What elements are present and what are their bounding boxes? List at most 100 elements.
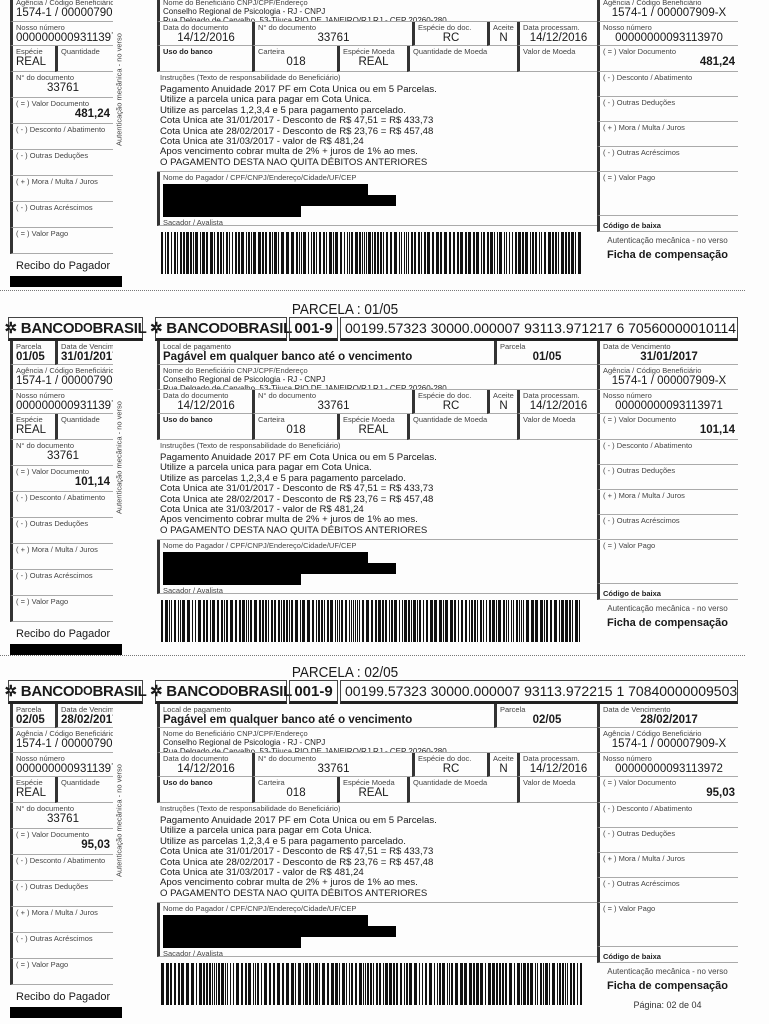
receipt-valor-documento-label: ( = ) Valor Documento xyxy=(16,99,90,108)
barcode-bar xyxy=(167,232,169,274)
instrucao-line: Cota Unica ate 31/01/2017 - Desconto de … xyxy=(160,115,434,127)
barcode-bar xyxy=(373,963,374,1005)
receipt-parcela-label: Parcela xyxy=(16,705,42,714)
barcode-bar xyxy=(512,232,513,274)
barcode-bar xyxy=(186,232,189,274)
data-documento: Data do documento 14/12/2016 xyxy=(157,753,252,777)
uso-banco-label: Uso do banco xyxy=(163,415,213,424)
receipt-parcela-value: 01/05 xyxy=(16,351,45,363)
receipt-parcela: Parcela 02/05 xyxy=(10,704,55,728)
barcode-bar xyxy=(349,963,350,1005)
barcode-bar xyxy=(545,963,548,1005)
barcode-bar xyxy=(561,232,564,274)
main-row: Local de pagamento Pagável em qualquer ba… xyxy=(157,341,597,365)
barcode-bar xyxy=(480,600,482,642)
receipt-outras-deducoes: ( - ) Outras Deduções xyxy=(10,518,113,544)
barcode-bar xyxy=(195,600,196,642)
instrucao-line: Pagamento Anuidade 2017 PF em Cota Unica… xyxy=(160,452,437,463)
especie-moeda: Espécie Moeda REAL xyxy=(337,414,407,440)
barcode-bar xyxy=(364,232,365,274)
pagador-label: Nome do Pagador / CPF/CNPJ/Endereço/Cida… xyxy=(163,541,357,550)
receipt-bank-logo: ✲ BANCO DO BRASIL xyxy=(5,680,147,704)
barcode-bar xyxy=(318,600,320,642)
nosso-numero-label: Nosso número xyxy=(603,754,652,763)
barcode-bar xyxy=(278,232,279,274)
barcode-bar xyxy=(281,232,284,274)
barcode-bar xyxy=(561,600,564,642)
receipt-valor-documento: ( = ) Valor Documento 481,24 xyxy=(10,98,113,124)
barcode-bar xyxy=(521,963,522,1005)
receipt-outras-deducoes: ( - ) Outras Deduções xyxy=(10,881,113,907)
receipt-valor-documento: ( = ) Valor Documento 95,03 xyxy=(10,829,113,855)
outros-acrescimos-label: ( - ) Outras Acréscimos xyxy=(603,879,680,888)
sacador-label: Sacador / Avalista xyxy=(163,949,223,957)
redacted-block xyxy=(163,552,368,563)
desconto: ( - ) Desconto / Abatimento xyxy=(597,72,738,97)
receipt-desconto: ( - ) Desconto / Abatimento xyxy=(10,855,113,881)
instrucao-line: O PAGAMENTO DESTA NAO QUITA DÉBITOS ANTE… xyxy=(160,156,428,168)
beneficiario-endereco: Rua Delgado de Carvalho, 53-Tijuca RIO D… xyxy=(163,384,447,390)
barcode-bar xyxy=(295,963,296,1005)
barcode-bar xyxy=(389,963,392,1005)
receipt-n-documento: N° do documento 33761 xyxy=(10,440,113,466)
barcode-bar xyxy=(359,963,362,1005)
barcode-bar xyxy=(313,963,314,1005)
carteira: Carteira 018 xyxy=(252,414,337,440)
right-column: Data de Vencimento 31/01/2017 Agência / Có… xyxy=(597,341,738,629)
barcode-bar xyxy=(400,963,402,1005)
right-column: Data de Vencimento 28/02/2017 Agência / Có… xyxy=(597,704,738,1010)
receipt-especie-value: REAL xyxy=(16,787,47,799)
barcode-bar xyxy=(196,963,197,1005)
barcode-bar xyxy=(409,963,412,1005)
data-processamento: Data processam. 14/12/2016 xyxy=(517,753,597,777)
barcode-bar xyxy=(171,600,172,642)
instrucao-line: O PAGAMENTO DESTA NAO QUITA DÉBITOS ANTE… xyxy=(160,524,428,536)
barcode-bar xyxy=(235,600,237,642)
barcode-bar xyxy=(187,600,190,642)
receipt-outras-deducoes-label: ( - ) Outras Deduções xyxy=(16,151,89,160)
barcode-bar xyxy=(315,963,318,1005)
receipt-especie: Espécie REAL xyxy=(10,46,55,72)
receipt-column: ParcelaData de VencimentoAgência / Códig… xyxy=(10,0,122,287)
barcode-bar xyxy=(376,963,378,1005)
barcode-bar xyxy=(437,963,438,1005)
barcode-bar xyxy=(261,963,262,1005)
redacted-block xyxy=(163,184,368,195)
barcode-bar xyxy=(575,600,578,642)
carteira: Carteira 018 xyxy=(252,777,337,803)
barcode-bar xyxy=(357,600,358,642)
barcode-bar xyxy=(465,232,467,274)
barcode-bar xyxy=(544,232,546,274)
receipt-nosso-numero-label: Nosso número xyxy=(16,754,65,763)
barcode-bar xyxy=(483,232,485,274)
receipt-agencia-value: 1574-1 / 000007909-X xyxy=(16,375,113,387)
bank-name-part: BANCO xyxy=(166,319,220,337)
barcode-bar xyxy=(359,232,361,274)
receipt-n-documento-value: 33761 xyxy=(47,82,79,94)
parcela-title: PARCELA : 02/05 xyxy=(291,664,399,681)
barcode-bar xyxy=(303,963,304,1005)
receipt-outros-acrescimos-label: ( - ) Outras Acréscimos xyxy=(16,934,93,943)
barcode-bar xyxy=(423,600,424,642)
data-documento-label: Data do documento xyxy=(163,23,229,32)
barcode-bar xyxy=(220,232,222,274)
barcode-bar xyxy=(313,232,315,274)
receipt-parcela: Parcela 01/05 xyxy=(10,341,55,365)
bank-name-part: DO xyxy=(219,684,238,698)
aceite: Aceite N xyxy=(487,753,517,777)
barcode-bar xyxy=(210,600,211,642)
barcode-bar xyxy=(461,600,463,642)
barcode-bar xyxy=(499,232,502,274)
recibo-pagador-label: Recibo do Pagador xyxy=(16,991,111,1003)
barcode-bar xyxy=(494,232,495,274)
barcode-bar xyxy=(177,232,178,274)
especie-doc-value: RC xyxy=(442,763,460,775)
receipt-valor-pago-label: ( = ) Valor Pago xyxy=(16,597,69,606)
barcode-bar xyxy=(238,232,240,274)
aceite-label: Aceite xyxy=(493,391,514,400)
bank-code: 001-9 xyxy=(289,317,338,341)
receipt-desconto-label: ( - ) Desconto / Abatimento xyxy=(16,493,106,502)
local-pagamento: Local de pagamento Pagável em qualquer ba… xyxy=(157,341,494,365)
